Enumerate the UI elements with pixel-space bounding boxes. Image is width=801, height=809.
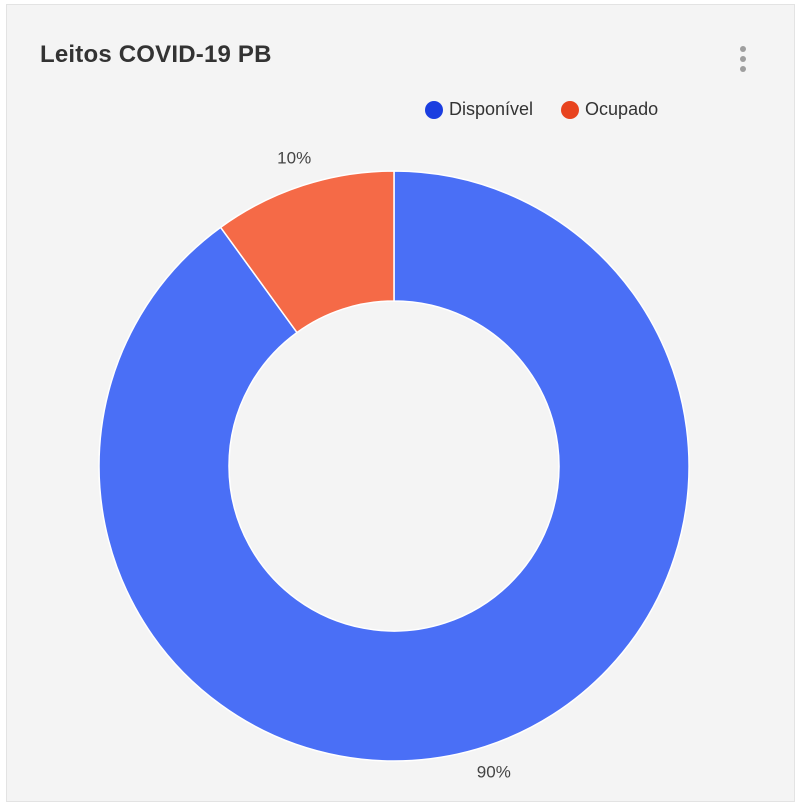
menu-dot [740, 66, 746, 72]
legend-swatch-disponivel [425, 100, 443, 119]
slice-label-ocupado: 10% [277, 148, 311, 167]
more-vertical-icon[interactable] [729, 39, 757, 79]
legend-item-disponivel[interactable]: Disponível [425, 99, 533, 120]
chart-legend: Disponível Ocupado [425, 99, 658, 120]
menu-dot [740, 46, 746, 52]
legend-swatch-ocupado [561, 100, 580, 119]
slice-ocupado[interactable] [219, 170, 395, 334]
slice-disponivel[interactable] [98, 170, 690, 762]
menu-dot [740, 56, 746, 62]
chart-title: Leitos COVID-19 PB [40, 41, 272, 68]
legend-item-ocupado[interactable]: Ocupado [561, 99, 658, 120]
legend-label-disponivel: Disponível [449, 99, 534, 119]
slice-label-disponivel: 90% [477, 763, 511, 782]
legend-label-ocupado: Ocupado [585, 99, 659, 119]
